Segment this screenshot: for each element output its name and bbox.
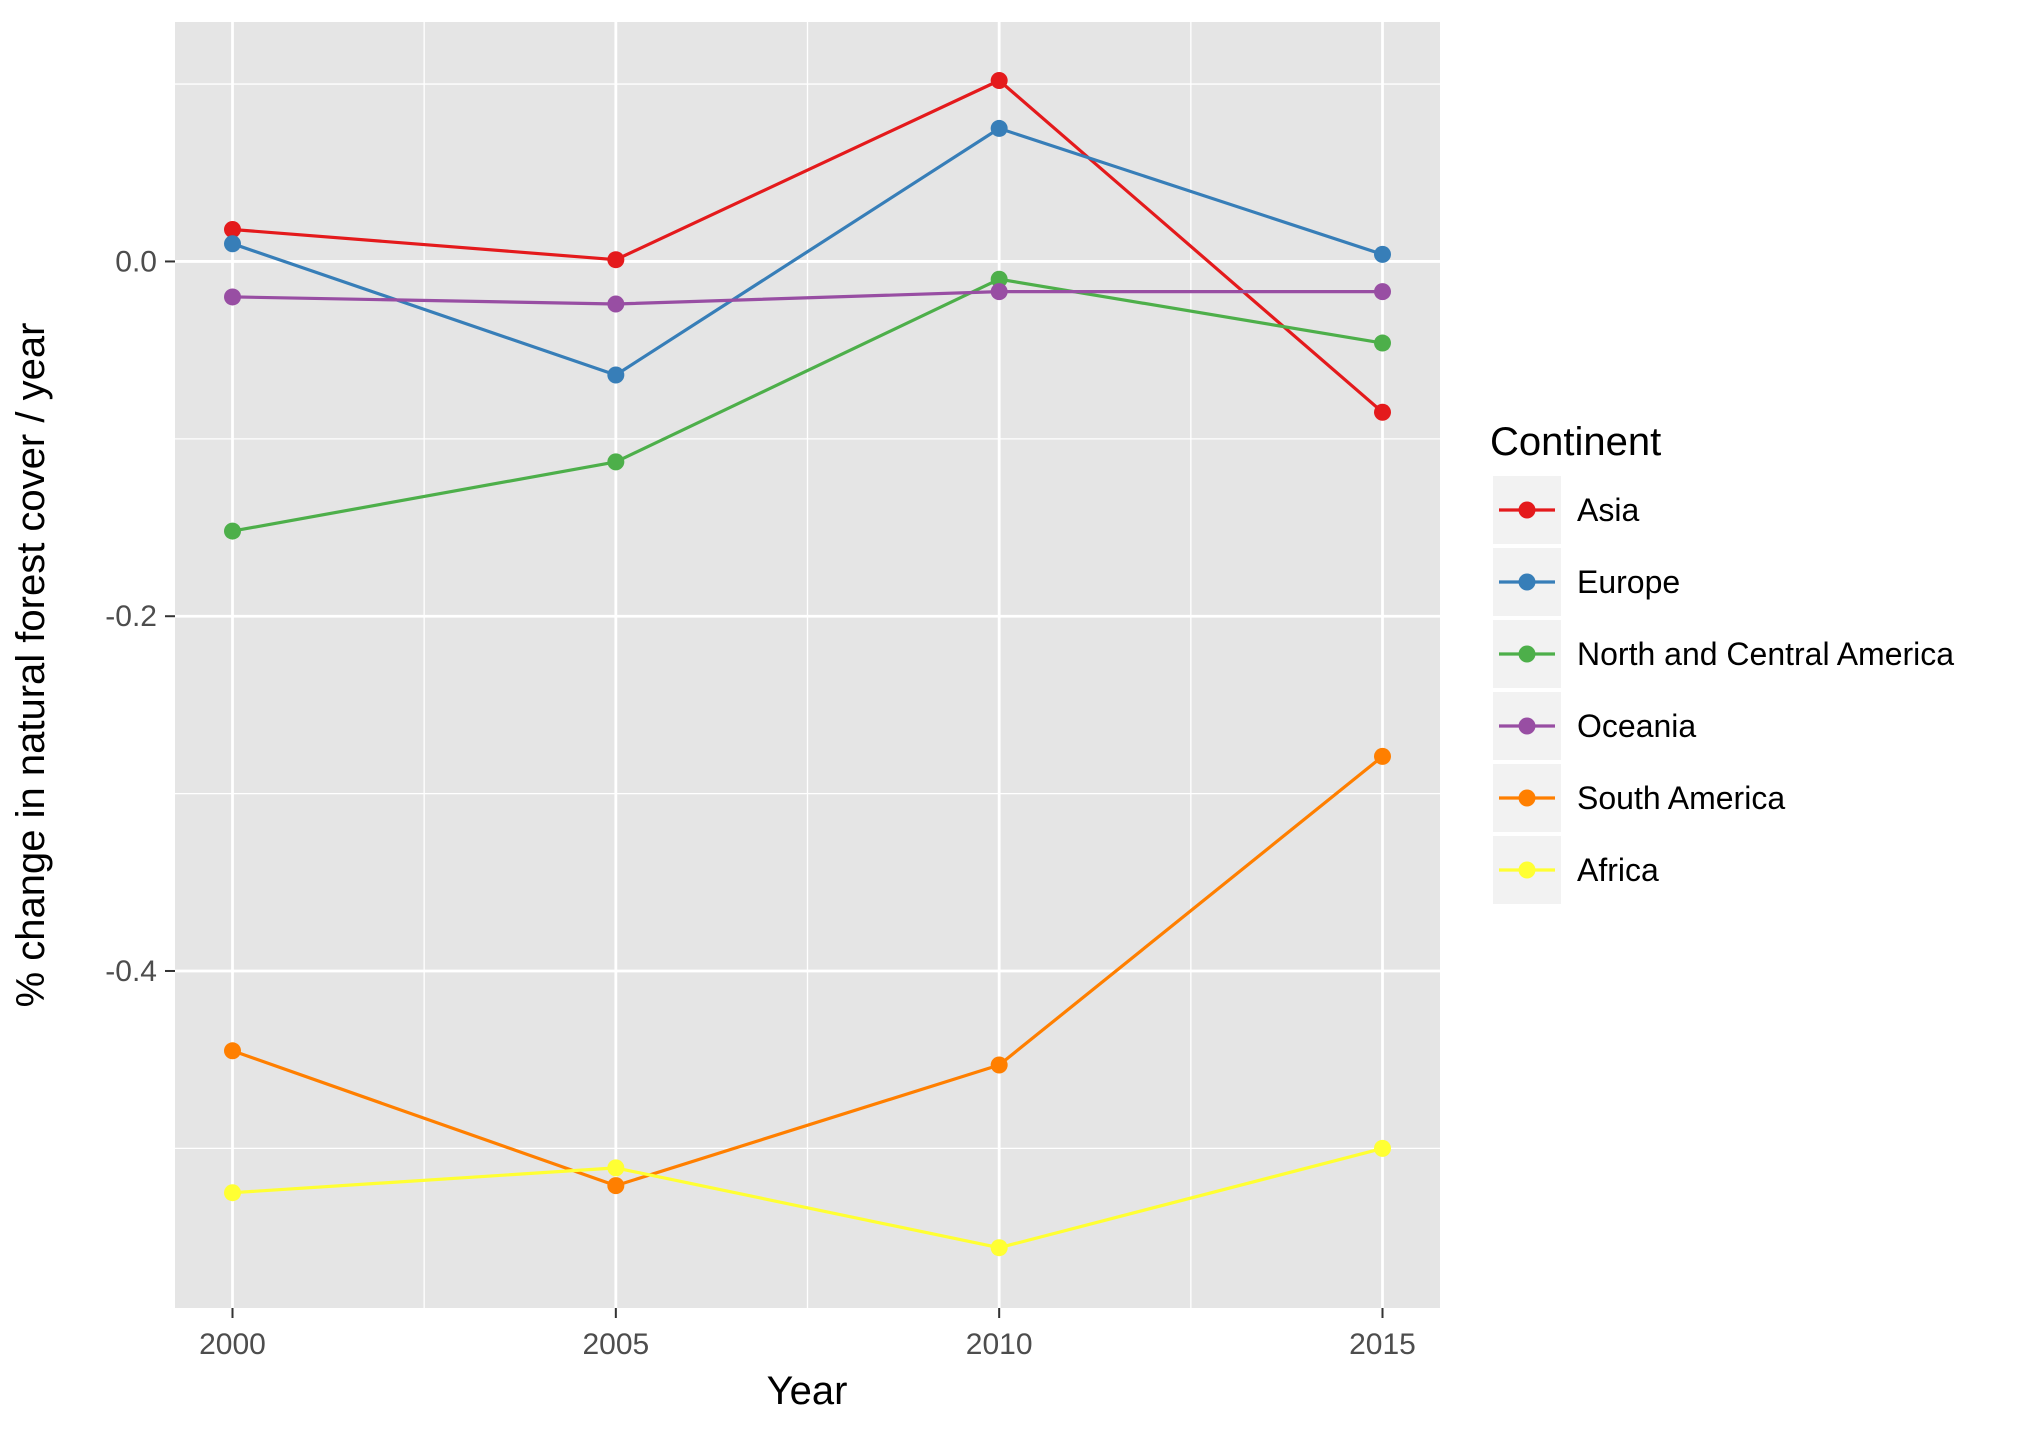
legend-key-point-north-and-central-america xyxy=(1518,645,1536,663)
legend-key-point-africa xyxy=(1518,861,1536,879)
data-point-oceania xyxy=(990,283,1008,301)
data-point-asia xyxy=(1374,403,1391,421)
data-point-oceania xyxy=(224,288,241,306)
legend-key-point-europe xyxy=(1518,573,1536,591)
series-line-africa xyxy=(232,1146,1383,1250)
data-point-south-america xyxy=(990,1056,1008,1074)
data-point-europe xyxy=(1374,245,1391,263)
legend-label-north-and-central-america: North and Central America xyxy=(1577,636,1954,672)
series-line-europe xyxy=(231,126,1383,377)
grid-minor xyxy=(175,22,1440,1308)
x-tick-label: 2005 xyxy=(582,1328,649,1361)
series-line-north-and-central-america xyxy=(232,277,1383,533)
y-tick-label: 0.0 xyxy=(115,245,157,278)
x-tick-label: 2010 xyxy=(966,1328,1033,1361)
data-point-south-america xyxy=(1374,747,1391,765)
x-tick-label: 2015 xyxy=(1349,1328,1416,1361)
data-point-africa xyxy=(990,1239,1008,1257)
legend: Continent Asia Europe North and Central Am… xyxy=(1490,420,1954,904)
legend-label-asia: Asia xyxy=(1577,492,1639,528)
data-point-africa xyxy=(1374,1139,1391,1157)
data-point-europe xyxy=(990,119,1008,137)
legend-items: Asia Europe North and Central America Ocean… xyxy=(1493,476,1954,904)
axis-ticks xyxy=(165,260,1384,1318)
data-point-asia xyxy=(224,221,241,239)
y-tick-label: -0.4 xyxy=(105,955,157,988)
data-point-europe xyxy=(607,366,625,384)
data-point-north-and-central-america xyxy=(224,522,241,540)
legend-key-point-asia xyxy=(1518,501,1536,519)
legend-label-africa: Africa xyxy=(1577,852,1659,888)
data-point-asia xyxy=(990,72,1008,90)
y-axis-title: % change in natural forest cover / year xyxy=(9,323,53,1008)
data-point-oceania xyxy=(1374,283,1391,301)
data-point-south-america xyxy=(607,1177,625,1195)
data-point-oceania xyxy=(607,295,625,313)
y-tick-label: -0.2 xyxy=(105,600,157,633)
x-tick-label: 2000 xyxy=(199,1328,266,1361)
legend-label-oceania: Oceania xyxy=(1577,708,1696,744)
data-point-south-america xyxy=(224,1042,241,1060)
series-line-asia xyxy=(232,78,1384,414)
legend-label-europe: Europe xyxy=(1577,564,1680,600)
legend-key-point-oceania xyxy=(1518,717,1536,735)
data-point-africa xyxy=(607,1159,625,1177)
data-point-asia xyxy=(607,251,625,269)
data-point-north-and-central-america xyxy=(1374,334,1391,352)
axis-labels: 2000 2005 2010 2015 0.0 -0.2 -0.4 xyxy=(105,245,1416,1361)
legend-key-point-south-america xyxy=(1518,789,1536,807)
series-points xyxy=(224,72,1391,1257)
legend-title: Continent xyxy=(1490,420,1661,464)
data-point-africa xyxy=(224,1184,241,1202)
series-line-oceania xyxy=(232,290,1383,306)
data-point-north-and-central-america xyxy=(607,453,625,471)
x-axis-title: Year xyxy=(767,1369,848,1413)
series-lines xyxy=(231,78,1384,1250)
data-point-north-and-central-america xyxy=(990,270,1008,288)
series-line-south-america xyxy=(231,755,1384,1188)
legend-label-south-america: South America xyxy=(1577,780,1785,816)
data-point-europe xyxy=(224,235,241,253)
